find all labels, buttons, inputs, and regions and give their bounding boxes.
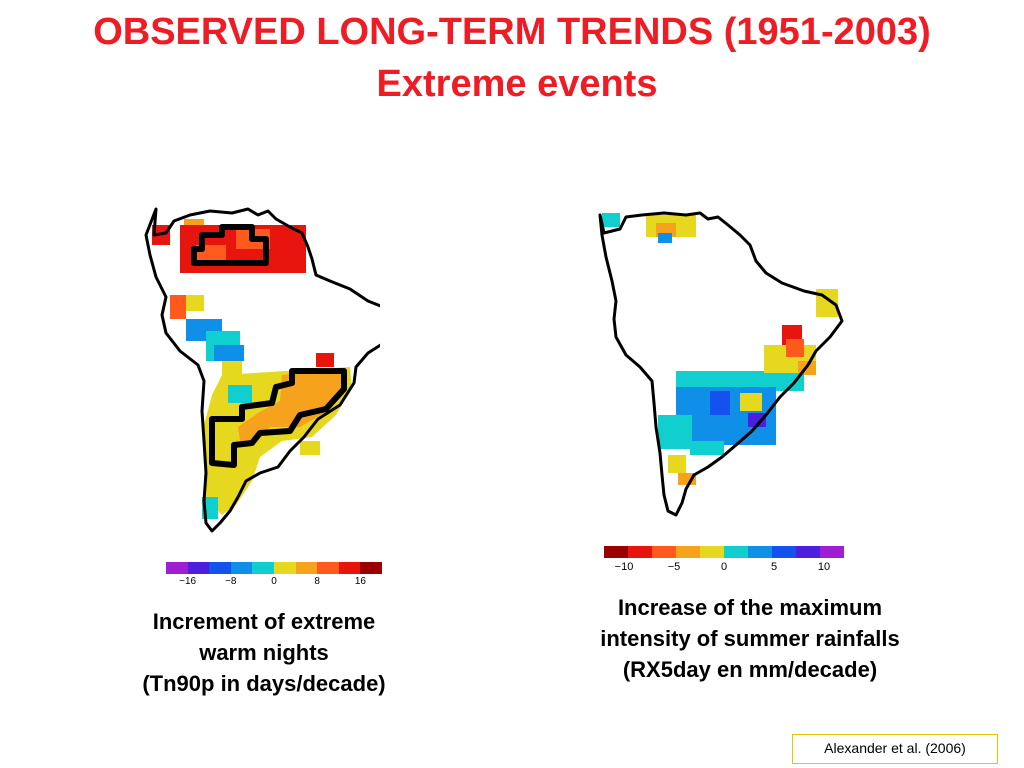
colorbar-swatch — [252, 562, 274, 574]
colorbar-swatch — [700, 546, 724, 558]
caption-line: warm nights — [199, 640, 329, 665]
colorbar-swatch — [628, 546, 652, 558]
colorbar-swatch — [652, 546, 676, 558]
colorbar-tick-label: −16 — [179, 576, 197, 585]
caption-line: (Tn90p in days/decade) — [142, 671, 386, 696]
colorbar-tick-label: 5 — [770, 561, 778, 573]
caption-line: intensity of summer rainfalls — [600, 626, 900, 651]
map-cell — [170, 295, 186, 319]
map-cell — [764, 373, 804, 391]
map-cell — [602, 213, 620, 227]
colorbar-tick-label: 10 — [817, 561, 831, 573]
colorbar-swatch — [295, 562, 318, 574]
colorbar-swatch — [317, 562, 339, 574]
colorbar-tick-label: 8 — [314, 576, 320, 585]
caption-line: Increase of the maximum — [617, 595, 883, 620]
map-cell — [690, 441, 724, 455]
south-america-coastline — [598, 211, 844, 517]
map-cell — [214, 345, 244, 361]
caption-line: Increment of extreme — [152, 609, 376, 634]
rx5day-colorbar-ticks: −10 −5 0 5 10 — [604, 561, 844, 575]
colorbar-tick-label: −10 — [614, 561, 634, 573]
map-cell — [276, 261, 296, 273]
map-cell — [668, 455, 686, 473]
colorbar-swatch — [820, 546, 844, 558]
map-cell — [786, 339, 804, 357]
map-cell — [740, 393, 762, 411]
map-cell — [658, 233, 672, 243]
colorbar-swatch — [273, 562, 296, 574]
colorbar-swatch — [604, 546, 628, 558]
colorbar-swatch — [209, 562, 231, 574]
colorbar-swatch — [772, 546, 796, 558]
map-cell — [300, 441, 320, 455]
map-cell — [316, 353, 334, 367]
slide-subtitle: Extreme events — [376, 63, 658, 105]
colorbar-swatch — [796, 546, 820, 558]
colorbar-tick-label: 0 — [720, 561, 728, 573]
map-cell — [228, 385, 252, 403]
map-cell — [186, 295, 204, 311]
map-cell — [658, 415, 692, 449]
map-region — [238, 369, 344, 443]
slide-title: OBSERVED LONG-TERM TRENDS (1951-2003) — [93, 11, 931, 53]
rx5day-trend-map — [598, 211, 844, 517]
colorbar-swatch — [230, 562, 253, 574]
tn90p-caption: Increment of extreme warm nights (Tn90p … — [84, 606, 444, 699]
colorbar-tick-label: 16 — [354, 576, 366, 585]
significance-outline — [191, 224, 269, 266]
map-cell — [748, 413, 766, 427]
colorbar-swatch — [187, 562, 210, 574]
colorbar-swatch — [338, 562, 361, 574]
colorbar-swatch — [166, 562, 188, 574]
map-cell — [710, 391, 730, 415]
caption-line: (RX5day en mm/decade) — [622, 657, 878, 682]
colorbar-tick-label: −8 — [225, 576, 237, 585]
tn90p-colorbar-ticks: −16 −8 0 8 16 — [166, 576, 382, 585]
colorbar-swatch — [724, 546, 748, 558]
colorbar-tick-label: −5 — [667, 561, 681, 573]
colorbar-swatch — [360, 562, 382, 574]
tn90p-trend-map — [144, 207, 380, 533]
colorbar-swatch — [676, 546, 700, 558]
colorbar-swatch — [748, 546, 772, 558]
rx5day-colorbar — [604, 546, 844, 558]
colorbar-tick-label: 0 — [271, 576, 277, 585]
rx5day-grid-cells — [602, 213, 838, 485]
south-america-coastline — [144, 207, 380, 533]
map-cell — [222, 361, 242, 375]
significance-outline — [209, 368, 347, 468]
tn90p-colorbar — [166, 562, 382, 574]
citation-box: Alexander et al. (2006) — [792, 734, 998, 764]
rx5day-caption: Increase of the maximum intensity of sum… — [560, 592, 940, 685]
